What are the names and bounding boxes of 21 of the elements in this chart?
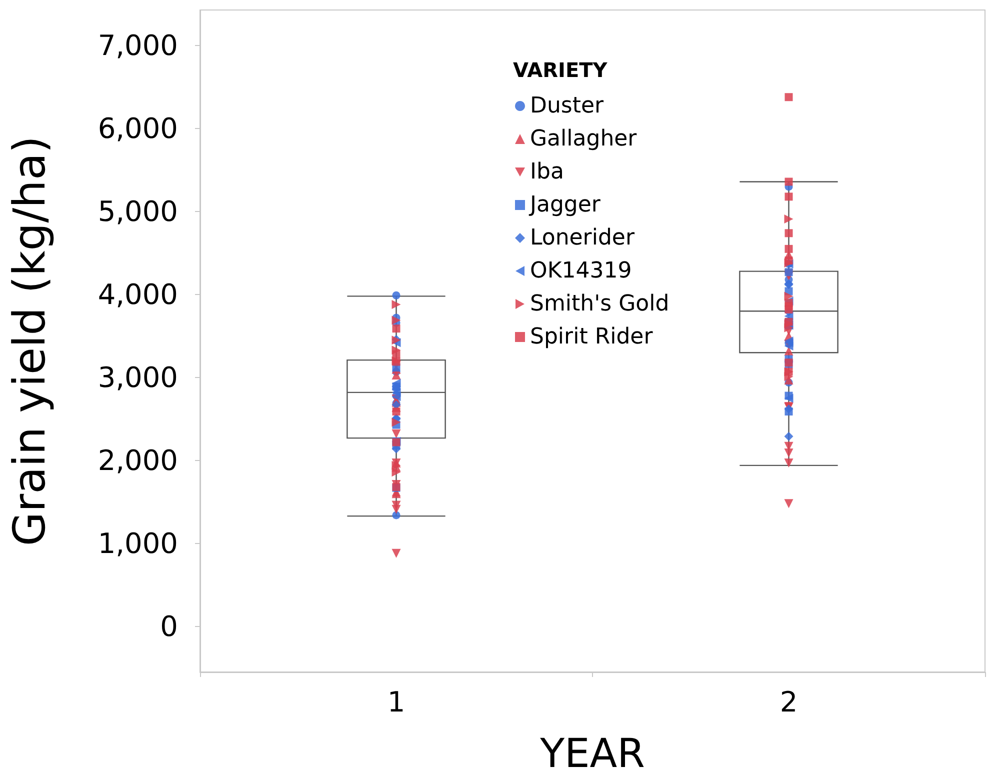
x-tick-label: 1 <box>387 686 406 718</box>
y-tick-label: 2,000 <box>98 444 178 477</box>
legend-label: OK14319 <box>530 258 632 284</box>
legend-label: Lonerider <box>530 226 636 250</box>
y-axis-title: Grain yield (kg/ha) <box>4 136 56 546</box>
y-tick-label: 6,000 <box>98 112 178 146</box>
x-axis-title: YEAR <box>539 731 645 777</box>
x-tick-label: 2 <box>780 686 798 718</box>
legend-label: Duster <box>530 94 605 118</box>
y-tick-label: 5,000 <box>98 195 178 228</box>
y-tick-label: 3,000 <box>98 361 178 394</box>
legend-title: VARIETY <box>513 58 608 82</box>
legend-label: Spirit Rider <box>530 324 654 350</box>
y-tick-label: 4,000 <box>98 278 178 312</box>
legend-label: Iba <box>530 160 564 184</box>
y-tick-label: 1,000 <box>98 526 178 560</box>
legend-label: Gallagher <box>530 126 638 152</box>
legend-label: Jagger <box>528 192 602 218</box>
legend-label: Smith's Gold <box>530 292 670 316</box>
y-tick-label: 0 <box>160 610 178 643</box>
y-tick-label: 7,000 <box>98 29 178 62</box>
